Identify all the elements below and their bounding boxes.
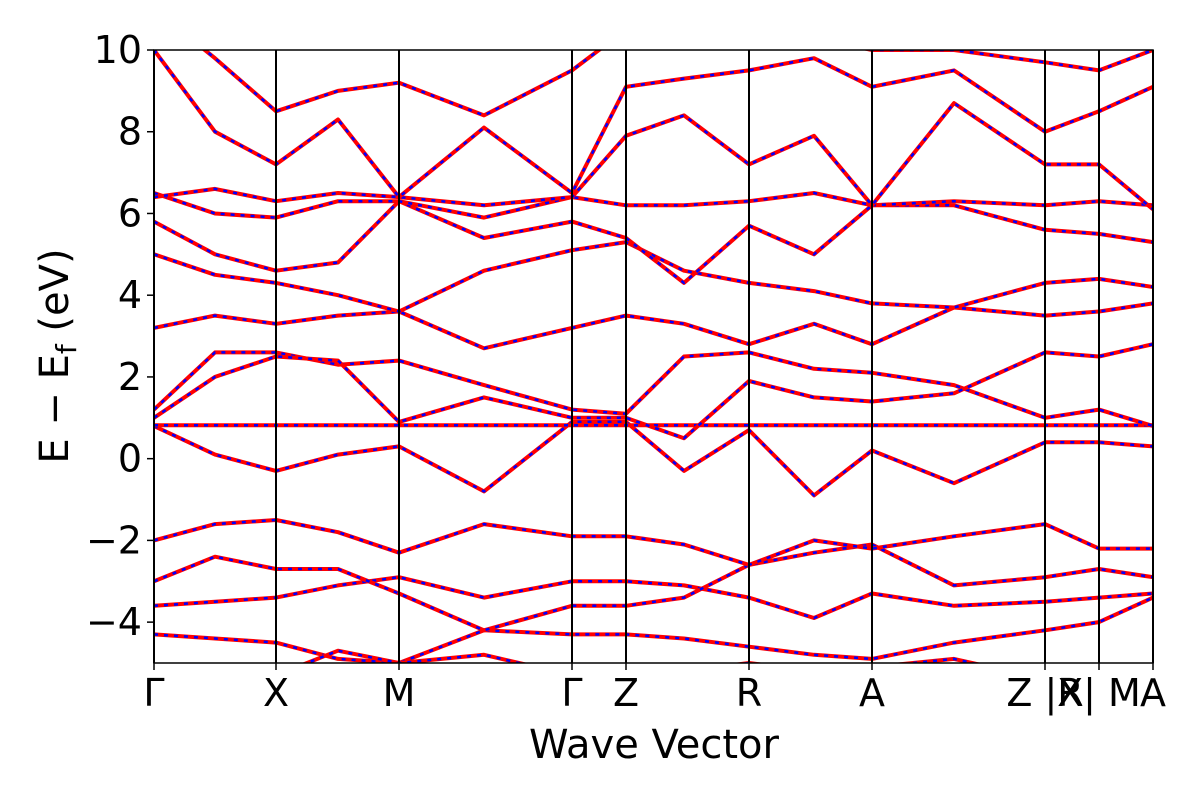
x-axis-label: Wave Vector xyxy=(529,722,780,768)
band-line-dashed xyxy=(154,596,1153,663)
band-line xyxy=(154,350,1153,428)
x-tick-label: X xyxy=(263,671,289,715)
x-tick-label: A xyxy=(1140,671,1166,715)
band-line-dashed xyxy=(154,191,1153,219)
y-tick-label: 8 xyxy=(118,110,142,154)
y-label-unit: (eV) xyxy=(32,248,78,344)
y-tick-label: −2 xyxy=(86,518,142,562)
band-line xyxy=(154,199,1153,285)
y-tick-label: 10 xyxy=(94,28,142,72)
band-line xyxy=(154,575,1153,620)
y-tick-label: 4 xyxy=(118,273,142,317)
x-tick-label: M xyxy=(383,671,416,715)
y-tick-label: 0 xyxy=(118,437,142,481)
x-tick-label: Γ xyxy=(561,671,582,715)
band-line-dashed xyxy=(202,50,1153,117)
band-line-dashed xyxy=(154,575,1153,620)
band-line-dashed xyxy=(154,101,1153,211)
x-tick-label: A xyxy=(859,671,885,715)
band-line-dashed xyxy=(303,649,979,663)
y-label-sub: f xyxy=(50,343,83,354)
plot-area xyxy=(154,50,1153,663)
x-tick-label: Z |R xyxy=(1006,671,1083,716)
band-line xyxy=(154,50,1153,200)
y-tick-label: 2 xyxy=(118,355,142,399)
band-line xyxy=(154,342,1153,441)
band-line xyxy=(154,101,1153,211)
x-tick-label: Z xyxy=(613,671,639,715)
y-label-main: E − E xyxy=(32,354,78,464)
band-line xyxy=(154,240,1153,314)
y-tick-label: 6 xyxy=(118,191,142,235)
band-line-dashed xyxy=(154,50,1153,199)
band-line-dashed xyxy=(154,518,1153,567)
band-line xyxy=(154,542,1153,633)
x-tick-label: R xyxy=(736,671,762,715)
band-line-dashed xyxy=(154,199,1153,285)
band-line-dashed xyxy=(154,420,1153,497)
y-axis-label: E − Ef (eV) xyxy=(32,248,83,463)
plot-frame xyxy=(153,49,1154,664)
x-tick-label: Γ xyxy=(143,671,164,715)
band-line-dashed xyxy=(154,351,1153,428)
band-line xyxy=(154,419,1153,498)
band-line xyxy=(154,595,1153,663)
band-line-dashed xyxy=(154,240,1153,313)
band-line xyxy=(301,648,982,663)
x-tick-label: X| M xyxy=(1057,671,1141,716)
band-line-dashed xyxy=(154,543,1153,632)
band-line xyxy=(154,301,1153,351)
band-line xyxy=(201,50,1153,118)
y-tick-label: −4 xyxy=(86,600,142,644)
